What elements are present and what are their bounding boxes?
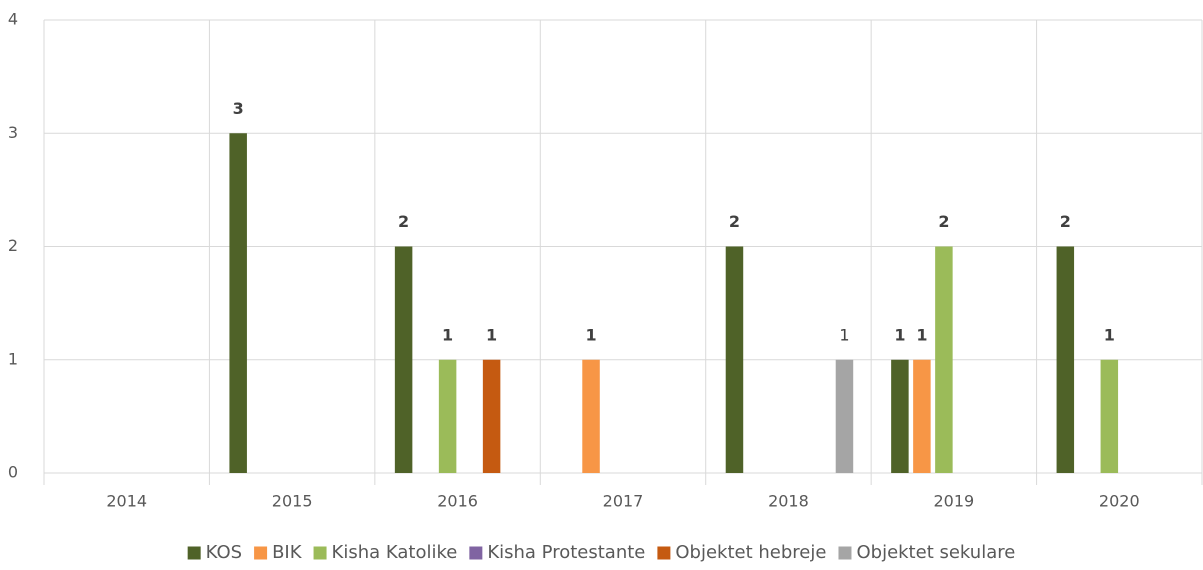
legend-swatch — [657, 546, 671, 560]
bar — [229, 133, 247, 473]
y-tick-label: 3 — [8, 123, 18, 142]
data-label: 2 — [398, 212, 409, 231]
legend-item: Objektet hebreje — [657, 542, 826, 563]
x-tick-label: 2015 — [272, 492, 313, 511]
legend-item: Objektet sekulare — [838, 542, 1015, 563]
legend-swatch — [838, 546, 852, 560]
data-label: 1 — [894, 325, 905, 344]
bar — [1100, 359, 1119, 473]
legend-swatch — [469, 546, 483, 560]
y-tick-label: 0 — [8, 463, 18, 482]
legend-swatch — [187, 546, 201, 560]
data-label: 1 — [916, 325, 927, 344]
bar — [891, 359, 909, 473]
legend-label: Kisha Protestante — [487, 542, 645, 563]
legend-label: Objektet hebreje — [675, 542, 826, 563]
data-label: 1 — [585, 325, 596, 344]
data-label: 2 — [938, 212, 949, 231]
x-tick-label: 2019 — [933, 492, 974, 511]
x-tick-label: 2018 — [768, 492, 809, 511]
bar — [582, 359, 600, 473]
bar — [935, 246, 953, 473]
x-tick-label: 2020 — [1099, 492, 1140, 511]
bar — [438, 359, 457, 473]
legend-label: BIK — [272, 542, 303, 563]
x-tick-label: 2014 — [106, 492, 147, 511]
data-label: 1 — [486, 325, 497, 344]
legend-item: KOS — [187, 542, 242, 563]
legend-swatch — [254, 546, 268, 560]
legend-label: KOS — [206, 542, 242, 563]
bar — [1056, 246, 1075, 473]
bar — [394, 246, 413, 473]
data-label: 2 — [1060, 212, 1071, 231]
x-tick-label: 2017 — [603, 492, 644, 511]
legend-item: Kisha Protestante — [469, 542, 645, 563]
legend-label: Objektet sekulare — [856, 542, 1015, 563]
data-label: 1 — [1104, 325, 1115, 344]
y-tick-label: 4 — [8, 10, 18, 29]
y-tick-label: 2 — [8, 236, 18, 255]
data-label: 3 — [233, 99, 244, 118]
y-tick-label: 1 — [8, 349, 18, 368]
legend-item: BIK — [254, 542, 303, 563]
legend-swatch — [313, 546, 327, 560]
bar — [482, 359, 501, 473]
bar — [835, 359, 854, 473]
data-label: 1 — [442, 325, 453, 344]
legend-item: Kisha Katolike — [313, 542, 458, 563]
x-tick-label: 2016 — [437, 492, 478, 511]
data-label: 2 — [729, 212, 740, 231]
bar — [913, 359, 931, 473]
data-label: 1 — [839, 325, 849, 344]
legend-label: Kisha Katolike — [332, 542, 458, 563]
bar — [725, 246, 744, 473]
